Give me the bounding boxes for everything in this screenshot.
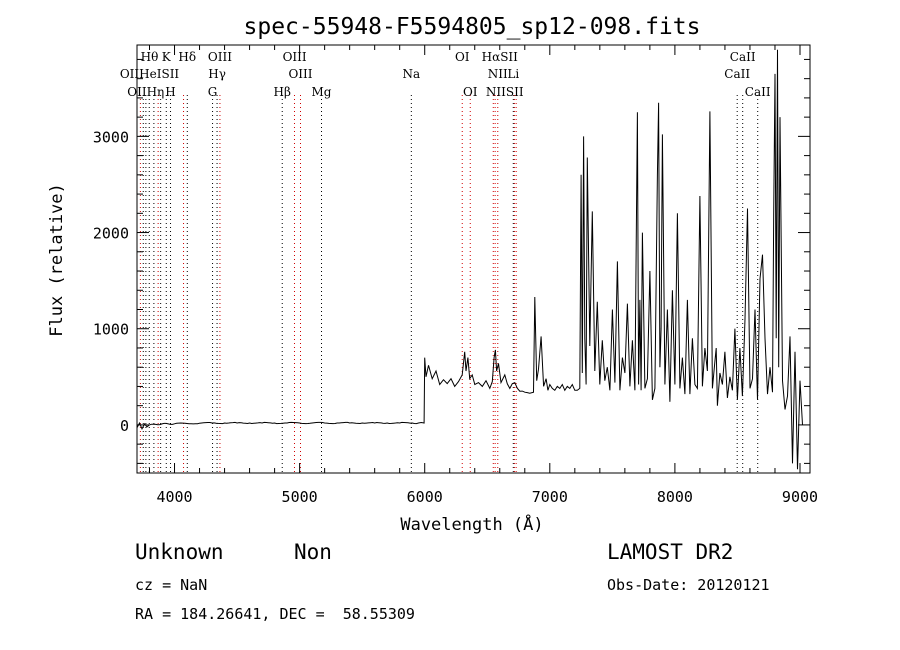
y-axis-label: Flux (relative) <box>47 183 67 337</box>
x-tick-label: 7000 <box>532 488 568 506</box>
plot-frame <box>136 44 811 474</box>
object-class: Unknown <box>135 540 224 564</box>
x-tick-label: 6000 <box>407 488 443 506</box>
y-tick-label: 3000 <box>93 128 129 146</box>
x-tick-label: 5000 <box>282 488 318 506</box>
spectral-line-label: CaII <box>724 67 750 81</box>
spectral-line-label: CaII <box>730 50 756 64</box>
ra-dec-coordinates: RA = 184.26641, DEC = 58.55309 <box>135 605 415 623</box>
spectral-line-label: NIISII <box>486 85 524 99</box>
spectral-line-label: K <box>162 50 172 64</box>
x-axis-label: Wavelength (Å) <box>400 513 543 535</box>
spectral-line-label: Hβ <box>274 85 291 99</box>
spectral-line-label: OIII <box>288 67 312 81</box>
spectral-line-label: CaII <box>745 85 771 99</box>
spectral-line-label: G <box>208 85 218 99</box>
spectrum-series-line <box>136 49 803 470</box>
spectral-line-label: OIII <box>208 50 232 64</box>
spectral-line-markers <box>139 95 759 473</box>
spectral-line-label: OI <box>463 85 478 99</box>
x-tick-label: 8000 <box>657 488 693 506</box>
spectral-line-label: Li <box>507 67 519 81</box>
spectral-line-label: OIIHη <box>127 85 164 99</box>
object-subclass: Non <box>294 540 332 564</box>
spectral-line-label: HαSII <box>482 50 519 64</box>
y-tick-label: 1000 <box>93 321 129 339</box>
spectral-line-label: OIIHeISII <box>120 67 180 81</box>
spectral-line-label: NII <box>488 67 508 81</box>
x-axis: 4000 5000 6000 7000 8000 9000 <box>149 45 818 506</box>
spectral-line-label: Hδ <box>178 50 196 64</box>
x-tick-label: 4000 <box>156 488 192 506</box>
spectral-line-labels: Hθ K Hδ OIII OIII OI HαSII CaII OIIHeISII Hγ OIII N… <box>120 50 771 99</box>
spectral-line-label: OIII <box>283 50 307 64</box>
x-tick-label: 9000 <box>782 488 818 506</box>
y-tick-label: 2000 <box>93 225 129 243</box>
y-axis: 0 1000 2000 3000 <box>93 58 810 464</box>
survey-name: LAMOST DR2 <box>607 540 733 564</box>
spectral-line-label: Na <box>403 67 421 81</box>
spectral-line-label: Hθ <box>141 50 159 64</box>
y-tick-label: 0 <box>120 417 129 435</box>
chart-title: spec-55948-F5594805_sp12-098.fits <box>244 14 701 40</box>
spectral-line-label: H <box>165 85 175 99</box>
obs-date: Obs-Date: 20120121 <box>607 576 770 594</box>
spectral-line-label: OI <box>455 50 470 64</box>
redshift-cz: cz = NaN <box>135 576 207 594</box>
spectral-line-label: Mg <box>312 85 332 99</box>
spectral-line-label: Hγ <box>208 67 226 81</box>
